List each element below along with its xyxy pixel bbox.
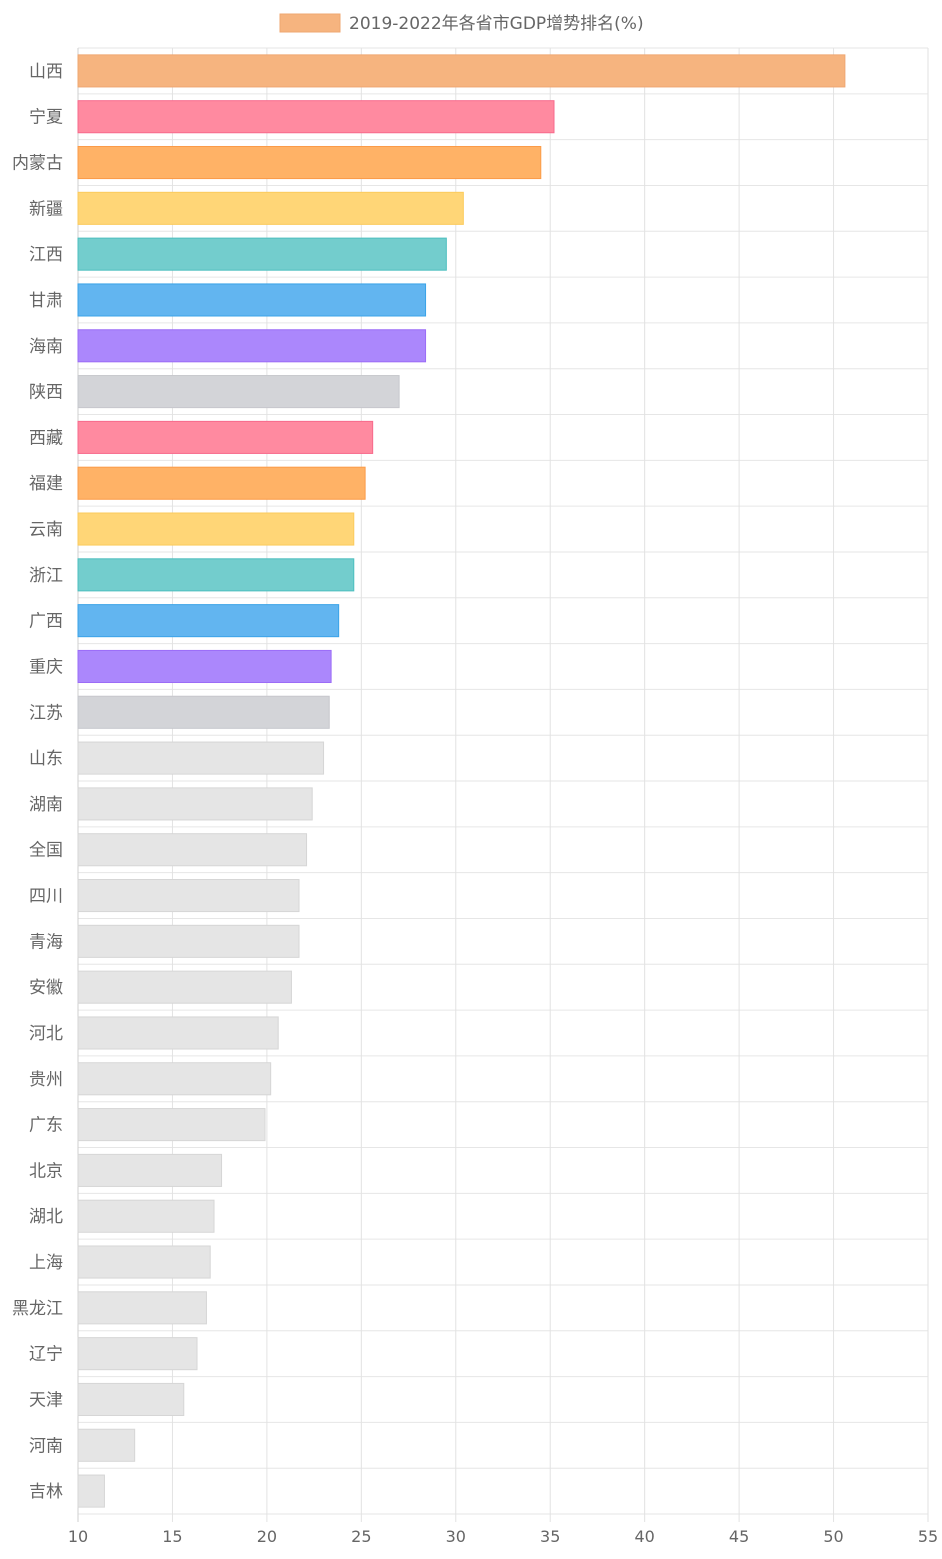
- y-tick-label: 广东: [29, 1116, 63, 1136]
- y-tick-label: 山西: [29, 62, 63, 82]
- x-tick-label: 30: [446, 1527, 466, 1546]
- x-tick-label: 10: [68, 1527, 88, 1546]
- y-tick-label: 辽宁: [29, 1345, 63, 1365]
- x-tick-label: 50: [823, 1527, 843, 1546]
- y-tick-label: 湖南: [29, 795, 63, 815]
- bar[interactable]: [77, 787, 313, 821]
- x-tick-label: 40: [634, 1527, 654, 1546]
- bar[interactable]: [77, 924, 300, 958]
- y-tick-label: 上海: [29, 1253, 63, 1273]
- y-tick-label: 山东: [29, 749, 63, 769]
- bar[interactable]: [77, 1108, 266, 1142]
- bar[interactable]: [77, 283, 427, 317]
- y-tick-label: 河南: [29, 1436, 63, 1456]
- y-tick-label: 海南: [29, 337, 63, 357]
- y-tick-label: 宁夏: [29, 108, 63, 128]
- legend-label: 2019-2022年各省市GDP增势排名(%): [349, 14, 644, 34]
- y-tick-label: 全国: [29, 841, 63, 861]
- bar[interactable]: [77, 512, 355, 546]
- y-tick-label: 内蒙古: [12, 154, 63, 174]
- bar[interactable]: [77, 100, 555, 134]
- bar[interactable]: [77, 558, 355, 592]
- legend-swatch: [279, 13, 341, 33]
- x-tick-label: 20: [257, 1527, 277, 1546]
- bar[interactable]: [77, 191, 464, 225]
- y-tick-label: 西藏: [29, 428, 63, 448]
- bar[interactable]: [77, 329, 427, 363]
- y-tick-label: 浙江: [29, 566, 63, 586]
- y-tick-label: 黑龙江: [12, 1299, 63, 1319]
- grid-lines: [77, 47, 929, 1522]
- y-tick-label: 云南: [29, 520, 63, 540]
- y-tick-label: 广西: [29, 612, 63, 632]
- x-tick-label: 25: [351, 1527, 371, 1546]
- bar[interactable]: [77, 1382, 185, 1417]
- bars: [77, 54, 846, 1508]
- bar[interactable]: [77, 1337, 198, 1371]
- bar[interactable]: [77, 1199, 215, 1233]
- y-tick-label: 江苏: [29, 703, 63, 723]
- y-tick-label: 福建: [29, 474, 63, 494]
- y-tick-label: 湖北: [29, 1207, 63, 1227]
- y-axis-labels: 山西宁夏内蒙古新疆江西甘肃海南陕西西藏福建云南浙江广西重庆江苏山东湖南全国四川青…: [12, 62, 63, 1502]
- bar[interactable]: [77, 833, 308, 867]
- bar[interactable]: [77, 741, 325, 775]
- y-tick-label: 甘肃: [29, 291, 63, 311]
- bar[interactable]: [77, 1016, 279, 1050]
- bar[interactable]: [77, 1245, 211, 1279]
- bar[interactable]: [77, 970, 292, 1004]
- bar[interactable]: [77, 375, 400, 409]
- bar[interactable]: [77, 1291, 207, 1325]
- y-tick-label: 青海: [29, 932, 63, 952]
- y-tick-label: 吉林: [29, 1482, 63, 1502]
- bar[interactable]: [77, 145, 542, 180]
- y-tick-label: 江西: [29, 245, 63, 265]
- x-tick-label: 55: [918, 1527, 938, 1546]
- bar[interactable]: [77, 54, 846, 88]
- bar[interactable]: [77, 1474, 105, 1508]
- y-tick-label: 贵州: [29, 1070, 63, 1090]
- legend[interactable]: 2019-2022年各省市GDP增势排名(%): [279, 13, 644, 34]
- y-tick-label: 河北: [29, 1024, 63, 1044]
- bar[interactable]: [77, 237, 447, 271]
- y-tick-label: 新疆: [29, 199, 63, 219]
- y-tick-label: 四川: [29, 887, 63, 907]
- y-tick-label: 重庆: [29, 657, 63, 677]
- bar[interactable]: [77, 1428, 136, 1462]
- x-tick-label: 35: [540, 1527, 560, 1546]
- bar[interactable]: [77, 695, 330, 729]
- bar[interactable]: [77, 1062, 272, 1096]
- y-tick-label: 陕西: [29, 383, 63, 403]
- x-tick-label: 15: [162, 1527, 182, 1546]
- y-tick-label: 安徽: [29, 978, 63, 998]
- bar[interactable]: [77, 878, 300, 913]
- x-axis-labels: 10 15 20 25 30 35 40 45 50 55: [68, 1527, 938, 1546]
- x-tick-label: 45: [729, 1527, 749, 1546]
- bar[interactable]: [77, 604, 340, 638]
- bar[interactable]: [77, 649, 332, 684]
- bar[interactable]: [77, 420, 374, 454]
- y-tick-label: 天津: [29, 1390, 63, 1410]
- y-tick-label: 北京: [29, 1161, 63, 1181]
- bar[interactable]: [77, 1153, 223, 1187]
- bar[interactable]: [77, 466, 366, 500]
